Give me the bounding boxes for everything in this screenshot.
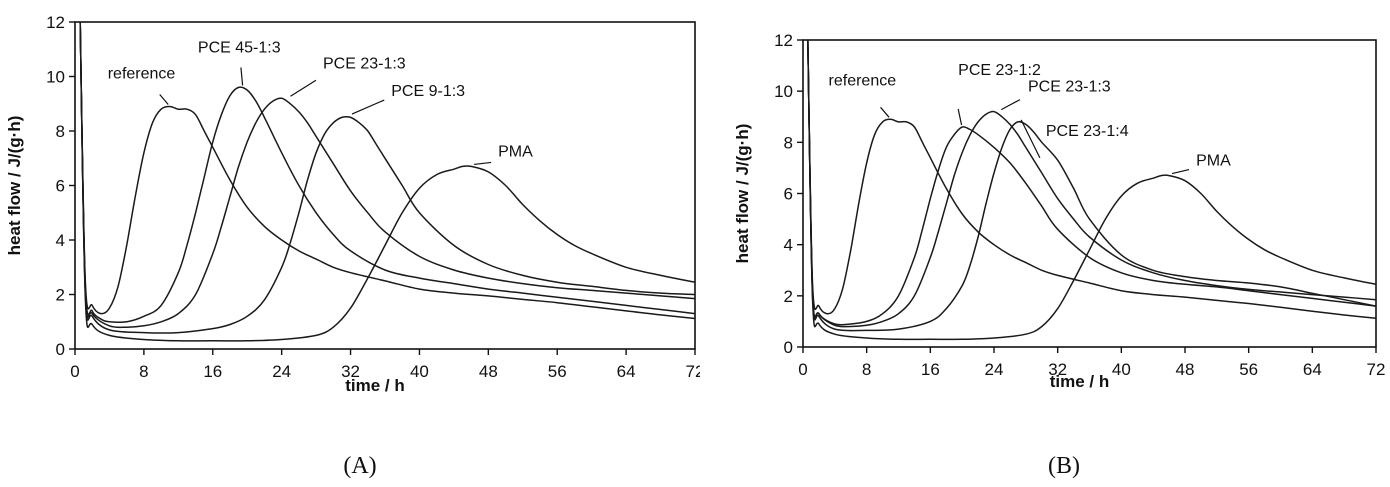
annotation-leader: [880, 106, 890, 118]
y-tick-label: 0: [56, 340, 65, 359]
x-tick-label: 48: [1176, 360, 1195, 379]
y-tick-label: 2: [56, 286, 65, 305]
annotation-leader: [1171, 169, 1190, 175]
y-tick-label: 6: [56, 177, 65, 196]
x-tick-label: 24: [272, 362, 291, 381]
x-tick-label: 16: [921, 360, 940, 379]
series-annotation: PCE 9-1:3: [391, 83, 465, 100]
series-annotation: PMA: [1196, 153, 1231, 170]
x-axis-title: time / h: [345, 376, 405, 395]
x-tick-label: 8: [139, 362, 148, 381]
series-annotation: PCE 23-1:2: [958, 62, 1041, 79]
y-tick-label: 2: [784, 287, 793, 306]
y-tick-label: 8: [56, 122, 65, 141]
x-tick-label: 56: [1239, 360, 1258, 379]
panel-label: (B): [1048, 453, 1080, 479]
y-tick-label: 4: [784, 236, 793, 255]
series-annotation: PMA: [498, 143, 533, 160]
series-line-pce-23-1-2: [807, 40, 1376, 326]
series-line-pce-9-1-3: [79, 22, 695, 334]
annotation-leader: [474, 161, 492, 166]
x-tick-label: 16: [203, 362, 222, 381]
series-line-pma: [79, 22, 695, 342]
series-line-pce-23-1-3: [79, 22, 695, 329]
y-tick-label: 0: [784, 338, 793, 357]
series-line-pce-45-1-3: [79, 22, 695, 324]
x-tick-label: 24: [985, 360, 1004, 379]
x-tick-label: 64: [617, 362, 636, 381]
annotation-leader: [351, 99, 385, 115]
y-tick-label: 10: [774, 82, 793, 101]
chart-panel-b: 0 8 16 24 32 40 48 56 64 72 0 2 4 6 8 10 12 time / h heat …: [700, 0, 1390, 487]
panel-label: (A): [343, 453, 376, 479]
x-tick-label: 72: [686, 362, 700, 381]
x-tick-label: 0: [798, 360, 807, 379]
y-tick-label: 6: [784, 185, 793, 204]
annotation-leader: [1000, 99, 1021, 111]
series-annotation: PCE 23-1:3: [1028, 79, 1111, 96]
series-annotation: reference: [108, 65, 176, 82]
series-annotation: PCE 23-1:3: [323, 55, 406, 72]
series-annotation: reference: [829, 72, 897, 89]
x-tick-label: 32: [1048, 360, 1067, 379]
x-tick-label: 56: [548, 362, 567, 381]
x-tick-label: 0: [70, 362, 79, 381]
series-line-pce-23-1-4: [807, 40, 1376, 332]
x-tick-label: 48: [479, 362, 498, 381]
series-annotation: PCE 45-1:3: [198, 39, 281, 56]
y-tick-label: 10: [46, 68, 65, 87]
x-tick-label: 64: [1303, 360, 1322, 379]
x-tick-label: 8: [862, 360, 871, 379]
y-tick-label: 4: [56, 231, 65, 250]
annotation-leader: [290, 79, 317, 97]
x-tick-label: 40: [410, 362, 429, 381]
annotation-leader: [1020, 119, 1041, 159]
annotation-leader: [159, 94, 169, 105]
chart-panel-a: 0 8 16 24 32 40 48 56 64 72 0 2 4 6 8 10 12 time / h heat …: [5, 13, 700, 479]
x-tick-label: 32: [341, 362, 360, 381]
y-tick-label: 12: [774, 31, 793, 50]
y-tick-label: 8: [784, 133, 793, 152]
y-tick-label: 12: [46, 13, 65, 32]
y-axis-title: heat flow / J/(g·h): [733, 124, 752, 264]
series-line-pma: [807, 40, 1376, 341]
series-line-reference: [79, 22, 695, 320]
y-axis-title: heat flow / J/(g·h): [5, 116, 24, 256]
series-annotation: PCE 23-1:4: [1046, 123, 1129, 140]
series-line-reference: [807, 40, 1376, 320]
annotation-leader: [240, 67, 244, 86]
series-line-pce-23-1-3: [807, 40, 1376, 328]
annotation-leader: [957, 108, 963, 126]
x-axis-title: time / h: [1050, 372, 1110, 391]
x-tick-label: 40: [1112, 360, 1131, 379]
x-tick-label: 72: [1367, 360, 1386, 379]
